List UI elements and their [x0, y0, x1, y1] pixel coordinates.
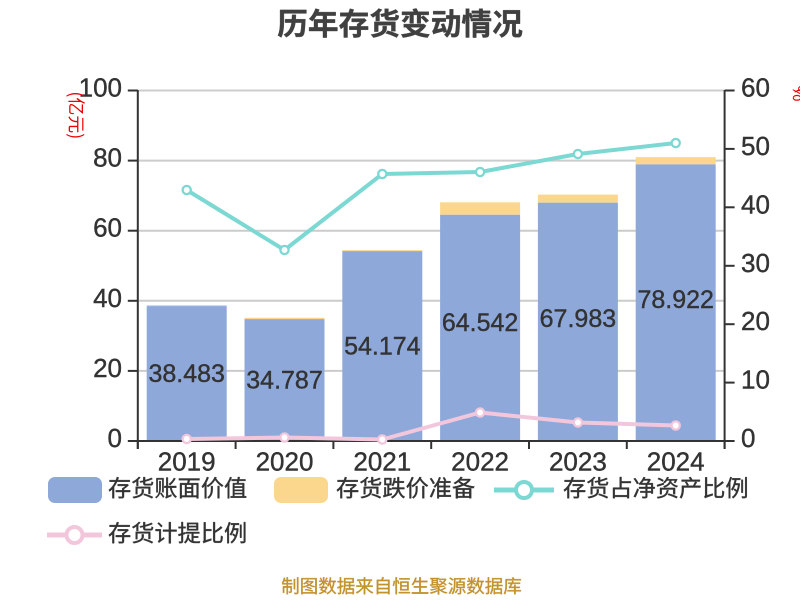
- svg-text:60: 60: [741, 73, 770, 103]
- svg-text:80: 80: [93, 143, 122, 173]
- svg-text:78.922: 78.922: [637, 286, 713, 314]
- svg-text:2019: 2019: [158, 447, 216, 477]
- svg-text:34.787: 34.787: [246, 367, 322, 395]
- svg-text:10: 10: [741, 365, 770, 395]
- svg-text:2020: 2020: [256, 447, 314, 477]
- svg-text:50: 50: [741, 131, 770, 161]
- svg-text:30: 30: [741, 248, 770, 278]
- svg-text:40: 40: [741, 189, 770, 219]
- svg-text:20: 20: [741, 306, 770, 336]
- svg-text:2021: 2021: [353, 447, 411, 477]
- svg-text:38.483: 38.483: [148, 360, 224, 388]
- svg-text:67.983: 67.983: [540, 305, 616, 333]
- svg-text:54.174: 54.174: [344, 333, 421, 361]
- svg-text:60: 60: [93, 213, 122, 243]
- svg-text:0: 0: [741, 423, 755, 453]
- svg-text:0: 0: [108, 423, 122, 453]
- svg-text:20: 20: [93, 353, 122, 383]
- svg-text:2023: 2023: [549, 447, 607, 477]
- svg-text:100: 100: [79, 73, 122, 103]
- svg-text:2022: 2022: [451, 447, 509, 477]
- svg-text:2024: 2024: [647, 447, 705, 477]
- svg-text:40: 40: [93, 283, 122, 313]
- svg-text:64.542: 64.542: [442, 309, 518, 337]
